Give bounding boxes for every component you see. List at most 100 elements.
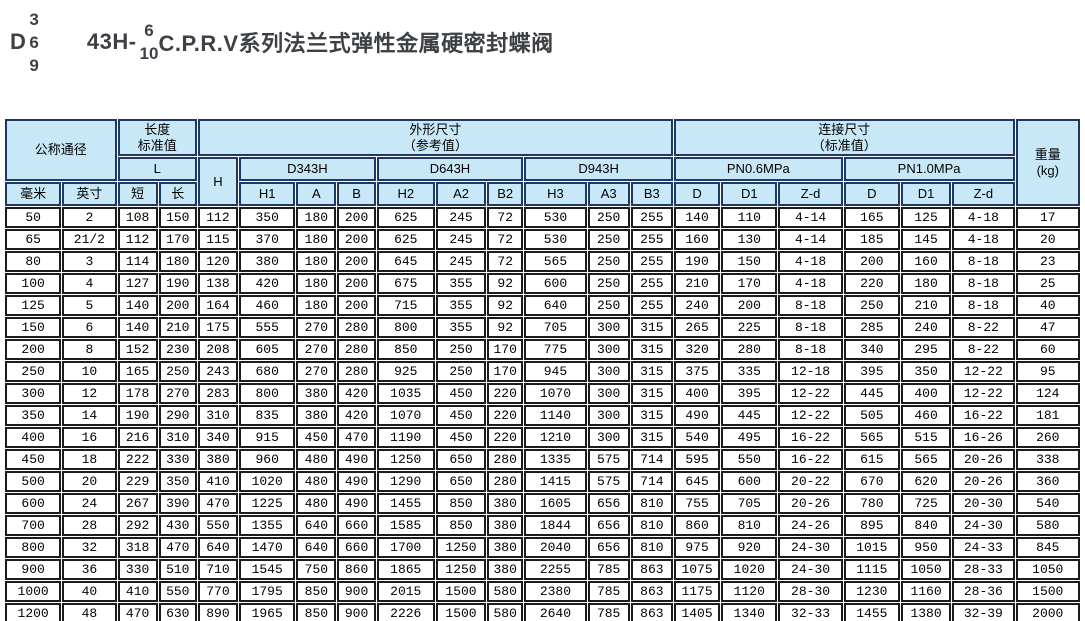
cell: 164: [197, 295, 239, 316]
header-col-d1-pn06: D1: [721, 182, 778, 206]
header-row-3: 毫米 英寸 短 长 H1 A B H2 A2 B2 H3 A3 B3 D D1 …: [5, 182, 1080, 206]
cell: 380: [239, 251, 296, 272]
cell: 780: [843, 493, 900, 514]
cell: 2226: [376, 603, 435, 621]
cell: 620: [900, 471, 952, 492]
title-series-name: C.P.R.V系列法兰式弹性金属硬密封蝶阀: [158, 31, 554, 56]
cell: 181: [1015, 405, 1080, 426]
cell: 230: [158, 339, 197, 360]
cell: 100: [5, 273, 62, 294]
header-connect-dims: 连接尺寸 （标准值）: [673, 119, 1015, 156]
cell: 250: [158, 361, 197, 382]
cell: 150: [721, 251, 778, 272]
table-row: 700 28 292 430 550 1355 640 660 1585 850 380 1844 65…: [5, 515, 1080, 536]
cell: 16: [62, 427, 117, 448]
cell: 785: [587, 581, 630, 602]
table-header: 公称通径 长度 标准值 外形尺寸 （参考值） 连接尺寸 （标准值） 重量 (kg…: [5, 119, 1080, 206]
cell: 640: [296, 537, 337, 558]
cell: 292: [117, 515, 158, 536]
table-row: 50 2 108 150 112 350 180 200 625 245 72 530 250 255 14…: [5, 207, 1080, 228]
cell: 355: [435, 295, 487, 316]
cell: 640: [296, 515, 337, 536]
cell: 20-26: [778, 493, 843, 514]
cell: 124: [1015, 383, 1080, 404]
cell: 1355: [239, 515, 296, 536]
cell: 4: [62, 273, 117, 294]
cell: 250: [587, 207, 630, 228]
cell: 700: [5, 515, 62, 536]
cell: 950: [900, 537, 952, 558]
header-L: L: [117, 157, 197, 181]
cell: 705: [721, 493, 778, 514]
header-col-d-pn10: D: [843, 182, 900, 206]
cell: 125: [900, 207, 952, 228]
cell: 480: [296, 493, 337, 514]
header-weight: 重量 (kg): [1015, 119, 1080, 206]
header-pn06: PN0.6MPa: [673, 157, 843, 181]
cell: 1470: [239, 537, 296, 558]
cell: 270: [296, 317, 337, 338]
cell: 245: [435, 207, 487, 228]
cell: 110: [721, 207, 778, 228]
cell: 20-30: [952, 493, 1015, 514]
cell: 960: [239, 449, 296, 470]
table-row: 200 8 152 230 208 605 270 280 850 250 170 775 300 315…: [5, 339, 1080, 360]
cell: 255: [630, 273, 673, 294]
cell: 178: [117, 383, 158, 404]
cell: 23: [1015, 251, 1080, 272]
cell: 20-22: [778, 471, 843, 492]
cell: 575: [587, 471, 630, 492]
cell: 860: [337, 559, 376, 580]
cell: 1200: [5, 603, 62, 621]
header-col-a3: A3: [587, 182, 630, 206]
cell: 1250: [435, 559, 487, 580]
cell: 290: [158, 405, 197, 426]
cell: 975: [673, 537, 721, 558]
cell: 315: [630, 427, 673, 448]
cell: 450: [5, 449, 62, 470]
cell: 1250: [376, 449, 435, 470]
cell: 360: [1015, 471, 1080, 492]
cell: 395: [721, 383, 778, 404]
cell: 267: [117, 493, 158, 514]
cell: 2: [62, 207, 117, 228]
cell: 480: [296, 449, 337, 470]
cell: 280: [337, 339, 376, 360]
cell: 640: [524, 295, 587, 316]
cell: 4-18: [778, 251, 843, 272]
cell: 220: [487, 405, 524, 426]
cell: 490: [673, 405, 721, 426]
cell: 310: [158, 427, 197, 448]
cell: 170: [721, 273, 778, 294]
cell: 315: [630, 361, 673, 382]
cell: 540: [1015, 493, 1080, 514]
cell: 1500: [435, 581, 487, 602]
cell: 283: [197, 383, 239, 404]
cell: 580: [487, 603, 524, 621]
cell: 200: [721, 295, 778, 316]
cell: 450: [296, 427, 337, 448]
cell: 152: [117, 339, 158, 360]
cell: 770: [197, 581, 239, 602]
cell: 850: [376, 339, 435, 360]
cell: 450: [435, 383, 487, 404]
cell: 4-14: [778, 207, 843, 228]
cell: 165: [117, 361, 158, 382]
cell: 300: [587, 383, 630, 404]
cell: 400: [5, 427, 62, 448]
cell: 310: [197, 405, 239, 426]
cell: 420: [337, 405, 376, 426]
cell: 280: [487, 449, 524, 470]
cell: 180: [296, 251, 337, 272]
title-code: 43H-: [86, 29, 137, 54]
header-col-inch: 英寸: [62, 182, 117, 206]
cell: 72: [487, 229, 524, 250]
cell: 540: [673, 427, 721, 448]
cell: 355: [435, 317, 487, 338]
cell: 600: [524, 273, 587, 294]
cell: 5: [62, 295, 117, 316]
cell: 28-33: [952, 559, 1015, 580]
cell: 315: [630, 339, 673, 360]
cell: 810: [630, 537, 673, 558]
cell: 1455: [376, 493, 435, 514]
